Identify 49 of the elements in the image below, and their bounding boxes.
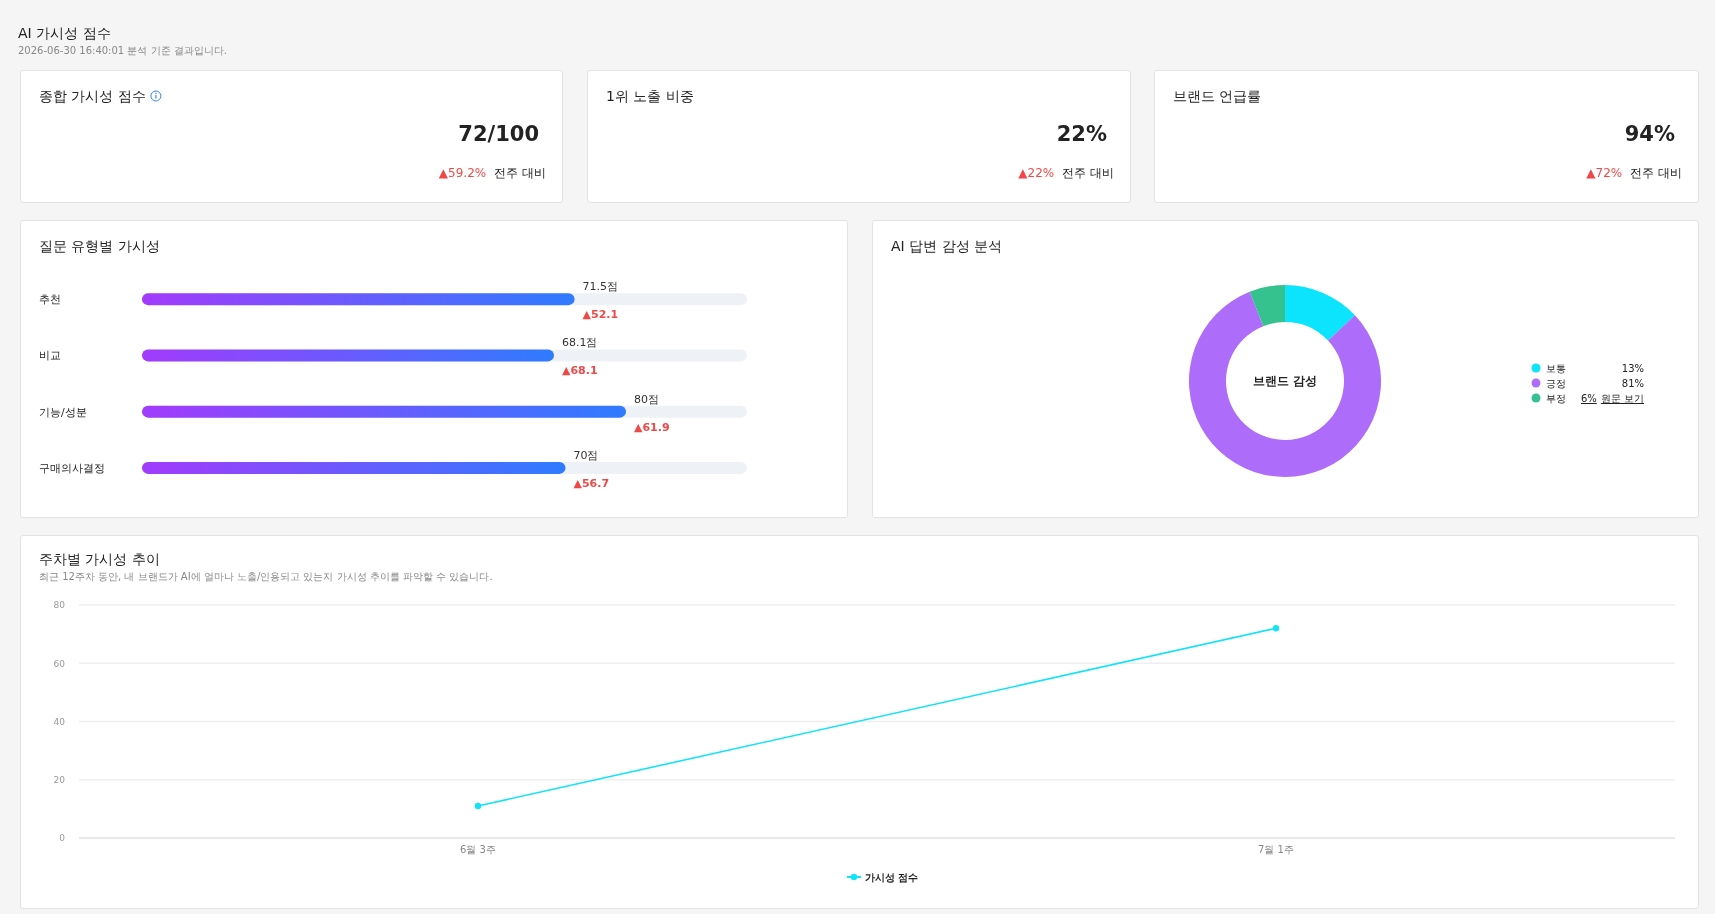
- x-tick-label: 6월 3주: [460, 844, 496, 856]
- data-label: 6%: [1580, 393, 1597, 404]
- donut-slice: [1285, 285, 1355, 341]
- legend-label: 보통: [1546, 363, 1566, 374]
- chart-title: 질문 유형별 가시성: [39, 238, 160, 254]
- y-tick-label: 0: [59, 833, 66, 844]
- text: 브랜드 언급률: [1173, 88, 1262, 104]
- x-tick-label: 7월 1주: [1258, 844, 1294, 856]
- text: ▲59.2%: [438, 166, 487, 180]
- text: 72/100: [458, 122, 539, 146]
- text: 22%: [1056, 122, 1107, 146]
- text: 종합 가시성 점수: [39, 88, 146, 104]
- data-label: 68.1점: [562, 336, 598, 350]
- donut-slice: [1249, 285, 1285, 327]
- data-label: 81%: [1621, 378, 1644, 389]
- legend-label: 부정: [1546, 393, 1566, 404]
- y-tick-label: 기능/성분: [39, 405, 87, 419]
- text: 브랜드 감성: [1252, 374, 1318, 388]
- legend-label: 긍정: [1546, 378, 1566, 389]
- chart-title: 주차별 가시성 추이: [39, 551, 160, 567]
- annotation: ▲56.7: [573, 476, 610, 490]
- text: 전주 대비: [1630, 166, 1682, 180]
- text: ▲72%: [1586, 166, 1623, 180]
- data-label: 71.5점: [582, 280, 619, 294]
- y-tick-label: 60: [53, 658, 66, 669]
- y-tick-label: 구매의사결정: [39, 461, 105, 475]
- data-label: 70점: [573, 448, 599, 462]
- annotation: ▲61.9: [634, 420, 670, 434]
- y-tick-label: 80: [53, 600, 66, 611]
- text: 1위 노출 비중: [606, 88, 694, 104]
- text: AI 답변 감성 분석: [891, 238, 1003, 254]
- annotation: ▲52.1: [582, 308, 619, 322]
- y-tick-label: 비교: [39, 349, 61, 363]
- text: AI 가시성 점수: [18, 25, 111, 41]
- annotation: ▲68.1: [562, 364, 598, 378]
- text: 전주 대비: [494, 166, 546, 180]
- y-tick-label: 추천: [39, 293, 61, 307]
- text: 전주 대비: [1062, 166, 1114, 180]
- text: 94%: [1624, 122, 1675, 146]
- y-tick-label: 40: [53, 716, 66, 727]
- text: 원문 보기: [1600, 393, 1644, 404]
- text: ▲22%: [1018, 166, 1055, 180]
- text: 2026-06-30 16:40:01 분석 기준 결과입니다.: [18, 45, 227, 56]
- legend-label: 가시성 점수: [865, 871, 919, 883]
- chart-subtitle: 최근 12주차 동안, 내 브랜드가 AI에 얼마나 노출/인용되고 있는지 가시성 추이를 파악할 수 있습니다.: [39, 571, 493, 582]
- y-tick-label: 20: [53, 775, 66, 786]
- data-label: 80점: [634, 392, 659, 406]
- data-label: 13%: [1621, 363, 1644, 374]
- donut-slice: [1189, 291, 1381, 477]
